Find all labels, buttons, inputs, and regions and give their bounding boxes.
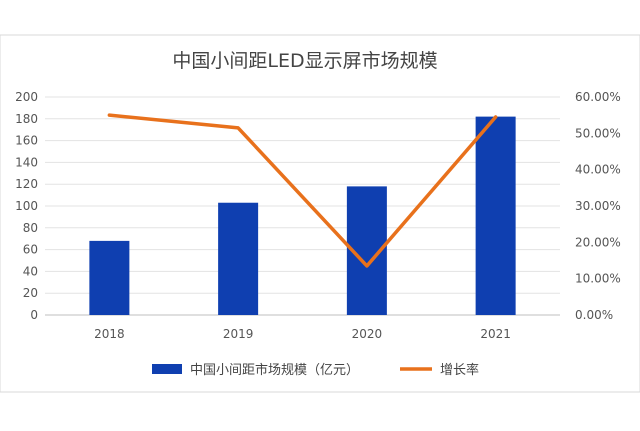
legend-swatch-bar: [152, 364, 182, 374]
right-tick-label: 60.00%: [575, 90, 621, 104]
legend: 中国小间距市场规模（亿元） 增长率: [152, 362, 479, 378]
left-tick-label: 80: [23, 221, 38, 235]
chart-title: 中国小间距LED显示屏市场规模: [172, 50, 437, 72]
left-tick-label: 0: [30, 308, 38, 322]
left-tick-label: 60: [23, 243, 38, 257]
x-tick-label: 2020: [352, 327, 383, 341]
right-tick-label: 20.00%: [575, 235, 621, 249]
growth-rate-line: [107, 113, 498, 268]
right-tick-label: 0.00%: [575, 308, 613, 322]
legend-label-line: 增长率: [440, 362, 479, 378]
left-tick-label: 140: [15, 155, 38, 169]
left-tick-label: 120: [15, 177, 38, 191]
x-axis: 2018 2019 2020 2021: [94, 327, 511, 341]
left-tick-label: 100: [15, 199, 38, 213]
right-tick-label: 10.00%: [575, 272, 621, 286]
left-tick-label: 40: [23, 264, 38, 278]
legend-label-bar: 中国小间距市场规模（亿元）: [190, 362, 359, 378]
right-tick-label: 30.00%: [575, 199, 621, 213]
x-tick-label: 2021: [480, 327, 511, 341]
right-tick-label: 40.00%: [575, 163, 621, 177]
x-tick-label: 2019: [223, 327, 254, 341]
right-tick-label: 50.00%: [575, 126, 621, 140]
left-axis: 0 20 40 60 80 100 120 140 160 180 200: [15, 90, 38, 322]
left-tick-label: 180: [15, 112, 38, 126]
left-tick-label: 160: [15, 134, 38, 148]
bar: [218, 202, 259, 315]
x-tick-label: 2018: [94, 327, 125, 341]
line-series: [107, 113, 498, 268]
left-tick-label: 20: [23, 286, 38, 300]
bar: [89, 240, 130, 315]
left-tick-label: 200: [15, 90, 38, 104]
right-axis: 0.00% 10.00% 20.00% 30.00% 40.00% 50.00% 60.00…: [575, 90, 621, 322]
bar: [475, 116, 516, 316]
